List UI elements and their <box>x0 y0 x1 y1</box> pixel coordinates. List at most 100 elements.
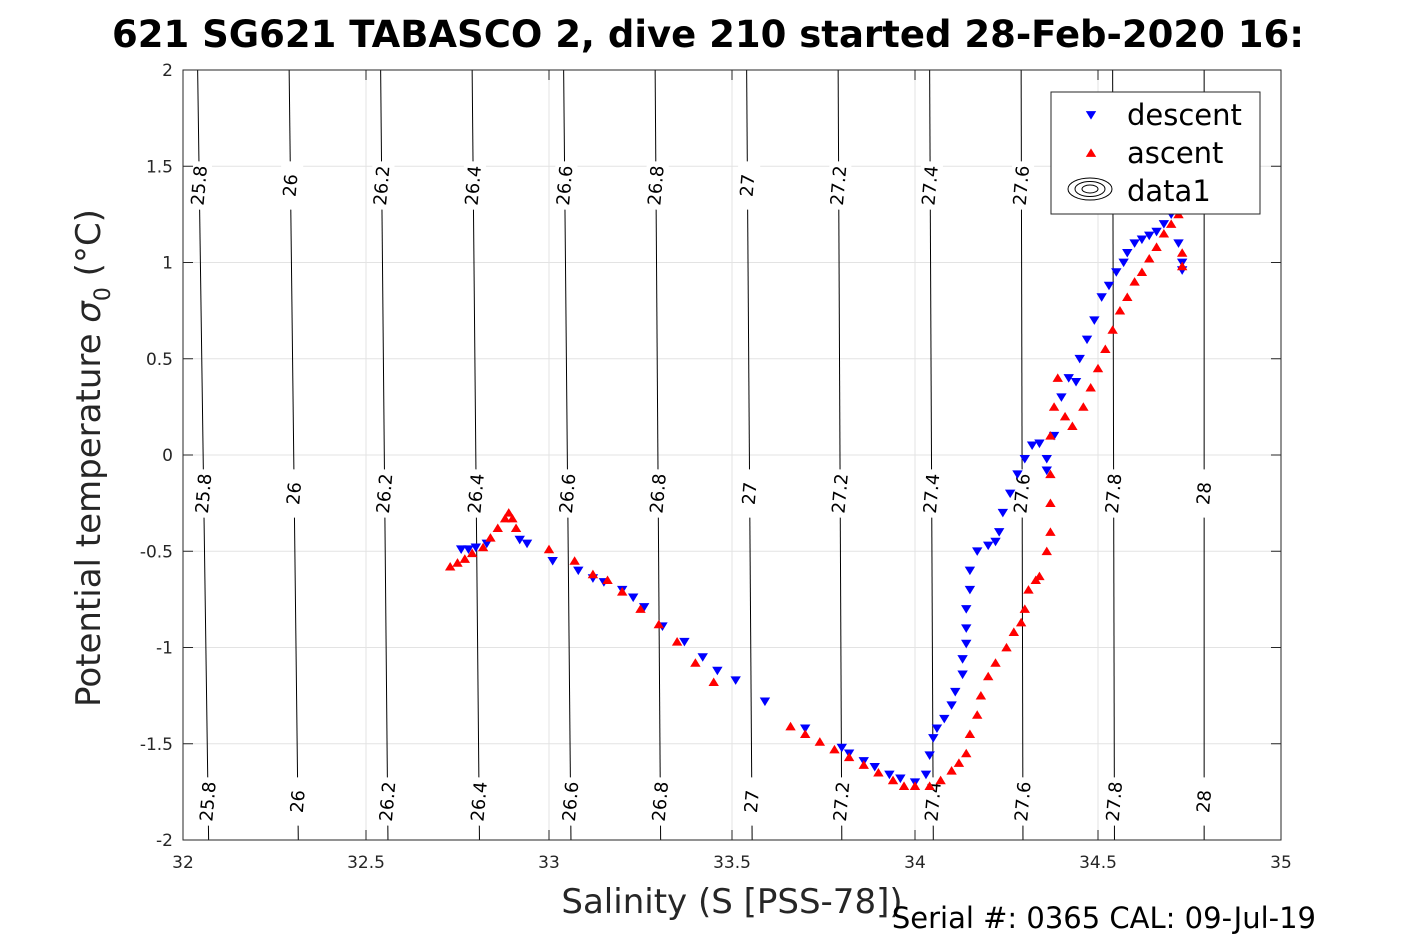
ascent-point <box>1008 627 1020 636</box>
descent-point <box>931 724 943 734</box>
density-contour-label-group: 26.8 <box>645 468 672 519</box>
density-contour-label-bg <box>642 160 670 211</box>
series-descent <box>455 200 1188 787</box>
density-contour-label: 26.2 <box>373 473 397 515</box>
ascent-point <box>485 533 496 542</box>
density-contour-label-group: 26.8 <box>647 776 674 827</box>
ascent-point <box>990 658 1001 667</box>
descent-point <box>1151 227 1162 237</box>
ascent-point <box>492 523 503 533</box>
ascent-point <box>1144 253 1155 263</box>
density-contour-label-bg <box>734 160 761 211</box>
descent-point <box>1081 335 1093 345</box>
ascent-point <box>444 561 456 571</box>
ascent-point <box>1176 261 1188 271</box>
density-contour-label-bg <box>466 776 493 827</box>
density-contour-label-bg <box>460 160 487 211</box>
density-contour-label-bg <box>1100 468 1127 519</box>
legend: descent ascent data1 <box>1050 91 1261 215</box>
descent-point <box>1118 258 1129 268</box>
x-axis-ticks: 32 32.5 33 33.5 34 34.5 35 <box>172 70 1292 873</box>
descent-point <box>957 655 968 664</box>
descent-point <box>470 543 481 553</box>
y-axis-label: Potential temperature σ0 (°C) <box>69 209 116 707</box>
ascent-point <box>543 544 555 554</box>
ascent-point <box>1166 219 1177 228</box>
x-tick-label: 34 <box>904 853 926 873</box>
density-contour-label-bg <box>277 160 304 211</box>
density-contours: 25.8 25.8 25.8 26 26 26 26.2 26.2 26.2 26.4 26.4 26… <box>186 69 1218 841</box>
ascent-point <box>1151 242 1162 251</box>
descent-point <box>638 603 650 612</box>
density-contour-label-bg <box>463 468 490 519</box>
descent-point <box>1004 489 1016 499</box>
descent-point <box>679 637 690 647</box>
ascent-point <box>1158 228 1170 238</box>
density-contour-label-bg <box>827 468 854 519</box>
descent-point <box>964 585 976 595</box>
descent-point <box>1144 231 1155 241</box>
density-contour-label: 26.6 <box>553 165 577 207</box>
descent-point <box>1173 239 1184 248</box>
y-axis-ticks: -2 -1.5 -1 -0.5 0 0.5 1 1.5 2 <box>140 61 1281 851</box>
density-contour-label-group: 28 <box>1191 776 1218 827</box>
ascent-point <box>961 748 972 758</box>
density-contour-label-group: 27.2 <box>827 468 854 519</box>
density-contour-label-group: 26.4 <box>460 160 487 211</box>
descent-point <box>961 639 972 649</box>
density-contour-label: 27 <box>739 481 762 506</box>
descent-point <box>1026 441 1038 451</box>
density-contour-label-bg <box>371 468 398 519</box>
descent-point <box>961 605 972 614</box>
descent-point <box>1041 454 1052 464</box>
density-contour-label: 27.2 <box>830 781 854 823</box>
descent-point <box>1074 354 1085 364</box>
density-contour-label-bg <box>1009 776 1036 827</box>
density-contour-label: 26.4 <box>462 165 486 207</box>
descent-point <box>961 624 972 633</box>
density-contour-label-group: 25.8 <box>195 776 222 827</box>
ascent-point <box>503 508 514 517</box>
density-contour-label-bg <box>195 776 222 827</box>
descent-point <box>1096 293 1107 302</box>
density-contour-label-bg <box>1191 468 1218 519</box>
density-contour-label-group: 26.6 <box>551 160 578 211</box>
density-contour-label-group: 27.8 <box>1101 776 1128 827</box>
density-contour-label-bg <box>1191 776 1218 827</box>
ascent-point <box>671 637 683 646</box>
density-contour-label: 26.2 <box>376 781 400 823</box>
density-contour-label: 25.8 <box>196 781 220 823</box>
density-contour-label-group: 27.6 <box>1008 160 1035 211</box>
density-contour-label: 26.2 <box>370 165 394 207</box>
density-contour-label: 26.8 <box>644 165 668 207</box>
density-contour-label-group: 26.2 <box>368 160 395 211</box>
density-contour-label-group: 26 <box>281 468 308 519</box>
descent-point <box>1056 393 1067 402</box>
ascent-point <box>1092 363 1104 373</box>
density-contour-label-group: 26.4 <box>466 776 493 827</box>
legend-contour-icon <box>1067 177 1113 201</box>
descent-point <box>514 535 525 545</box>
density-contour-label-bg <box>1101 776 1128 827</box>
ascent-point <box>1129 277 1140 286</box>
descent-point <box>1070 377 1082 387</box>
x-tick-label: 32.5 <box>347 853 385 873</box>
ascent-point <box>898 781 910 790</box>
density-contour-label: 27 <box>741 789 764 814</box>
density-contour-label: 27.8 <box>1102 473 1126 515</box>
ascent-point <box>972 710 983 719</box>
density-contour-label-group: 26.8 <box>642 160 670 211</box>
y-axis-label-symbol: σ <box>69 300 109 323</box>
y-tick-label: 0 <box>162 446 173 466</box>
ascent-point <box>1136 267 1148 277</box>
density-contour-label: 26.6 <box>556 473 580 515</box>
density-contour-label-bg <box>828 776 855 827</box>
ascent-point <box>935 775 946 785</box>
y-tick-label: -2 <box>156 831 173 851</box>
legend-item-ascent: ascent <box>1085 136 1223 170</box>
ascent-point <box>690 658 701 667</box>
descent-point <box>983 541 994 551</box>
density-contour-label: 27.6 <box>1010 165 1034 207</box>
density-contour-label-bg <box>374 776 401 827</box>
ascent-point <box>1045 431 1056 440</box>
